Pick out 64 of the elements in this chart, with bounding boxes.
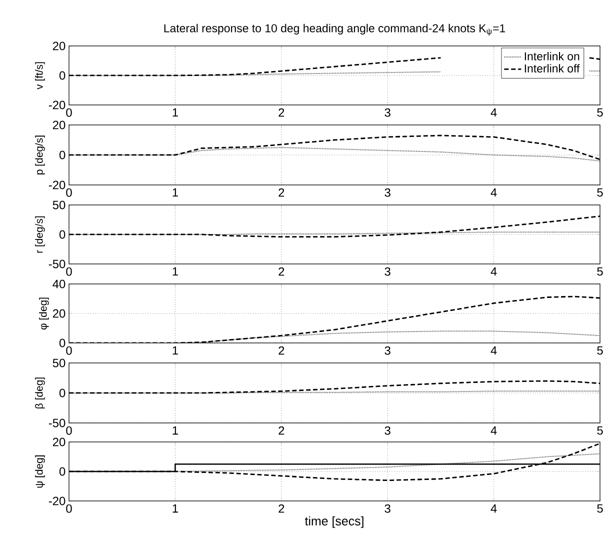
x-tick-label: 3 [384, 346, 390, 355]
x-tick-label: 3 [384, 108, 390, 117]
y-axis-title: r [deg/s] [35, 216, 45, 253]
y-tick-label: 0 [59, 338, 66, 348]
x-tick-label: 2 [278, 504, 284, 513]
x-tick-label: 0 [66, 504, 72, 513]
x-tick-label: 3 [384, 267, 390, 276]
x-tick-label: 1 [172, 426, 178, 435]
y-axis-title: φ [deg] [39, 298, 49, 330]
x-tick-label: 0 [66, 426, 72, 435]
y-tick-label: 20 [52, 309, 66, 318]
x-tick-label: 3 [384, 188, 390, 197]
x-tick-label: 5 [597, 267, 603, 276]
y-tick-label: 0 [59, 388, 66, 398]
y-tick-label: -20 [48, 180, 66, 190]
y-tick-label: 0 [59, 150, 66, 160]
legend-label: Interlink on [524, 52, 580, 60]
y-tick-label: 0 [59, 230, 66, 239]
x-tick-label: 1 [172, 188, 178, 197]
x-tick-label: 2 [278, 346, 284, 355]
y-axis-title: ψ [deg] [35, 455, 45, 488]
x-tick-label: 5 [597, 108, 603, 117]
x-tick-label: 0 [66, 188, 72, 197]
y-tick-label: 20 [52, 42, 66, 50]
x-tick-label: 5 [597, 504, 603, 513]
legend-label: Interlink off [524, 64, 580, 73]
y-tick-label: 0 [59, 71, 66, 80]
y-tick-label: 20 [52, 120, 66, 130]
y-tick-label: 50 [52, 358, 66, 368]
y-tick-label: -50 [48, 418, 66, 428]
x-tick-label: 2 [278, 426, 284, 435]
x-tick-label: 5 [597, 426, 603, 435]
y-tick-label: -20 [48, 496, 66, 506]
x-tick-label: 1 [172, 346, 178, 355]
x-tick-label: 4 [490, 108, 497, 117]
x-tick-label: 1 [172, 504, 178, 513]
x-tick-label: 0 [66, 267, 72, 276]
y-tick-label: -50 [48, 260, 66, 268]
y-axis-title: p [deg/s] [35, 136, 45, 174]
x-tick-label: 3 [384, 504, 390, 513]
x-tick-label: 0 [66, 108, 72, 117]
y-tick-label: 20 [52, 438, 66, 446]
x-tick-label: 5 [597, 346, 603, 355]
x-tick-label: 4 [490, 267, 497, 276]
x-tick-label: 2 [278, 267, 284, 276]
y-tick-label: 50 [52, 200, 66, 210]
y-tick-label: 0 [59, 467, 66, 476]
x-tick-label: 2 [278, 108, 284, 117]
chart-title: Lateral response to 10 deg heading angle command-24 knots K$_{ψ}$=1 [164, 24, 506, 36]
x-tick-label: 1 [172, 267, 178, 276]
x-tick-label: 4 [490, 504, 497, 513]
y-axis-title: v [ft/s] [35, 62, 45, 90]
x-axis-title: time [secs] [304, 516, 364, 528]
y-tick-label: -20 [48, 100, 66, 110]
x-tick-label: 4 [490, 188, 497, 197]
y-tick-label: 40 [52, 280, 66, 288]
x-tick-label: 3 [384, 426, 390, 435]
x-tick-label: 0 [66, 346, 72, 355]
x-tick-label: 4 [490, 346, 497, 355]
y-axis-title: β [deg] [35, 378, 45, 408]
x-tick-label: 5 [597, 188, 603, 197]
x-tick-label: 1 [172, 108, 178, 117]
x-tick-label: 4 [490, 426, 497, 435]
x-tick-label: 2 [278, 188, 284, 197]
